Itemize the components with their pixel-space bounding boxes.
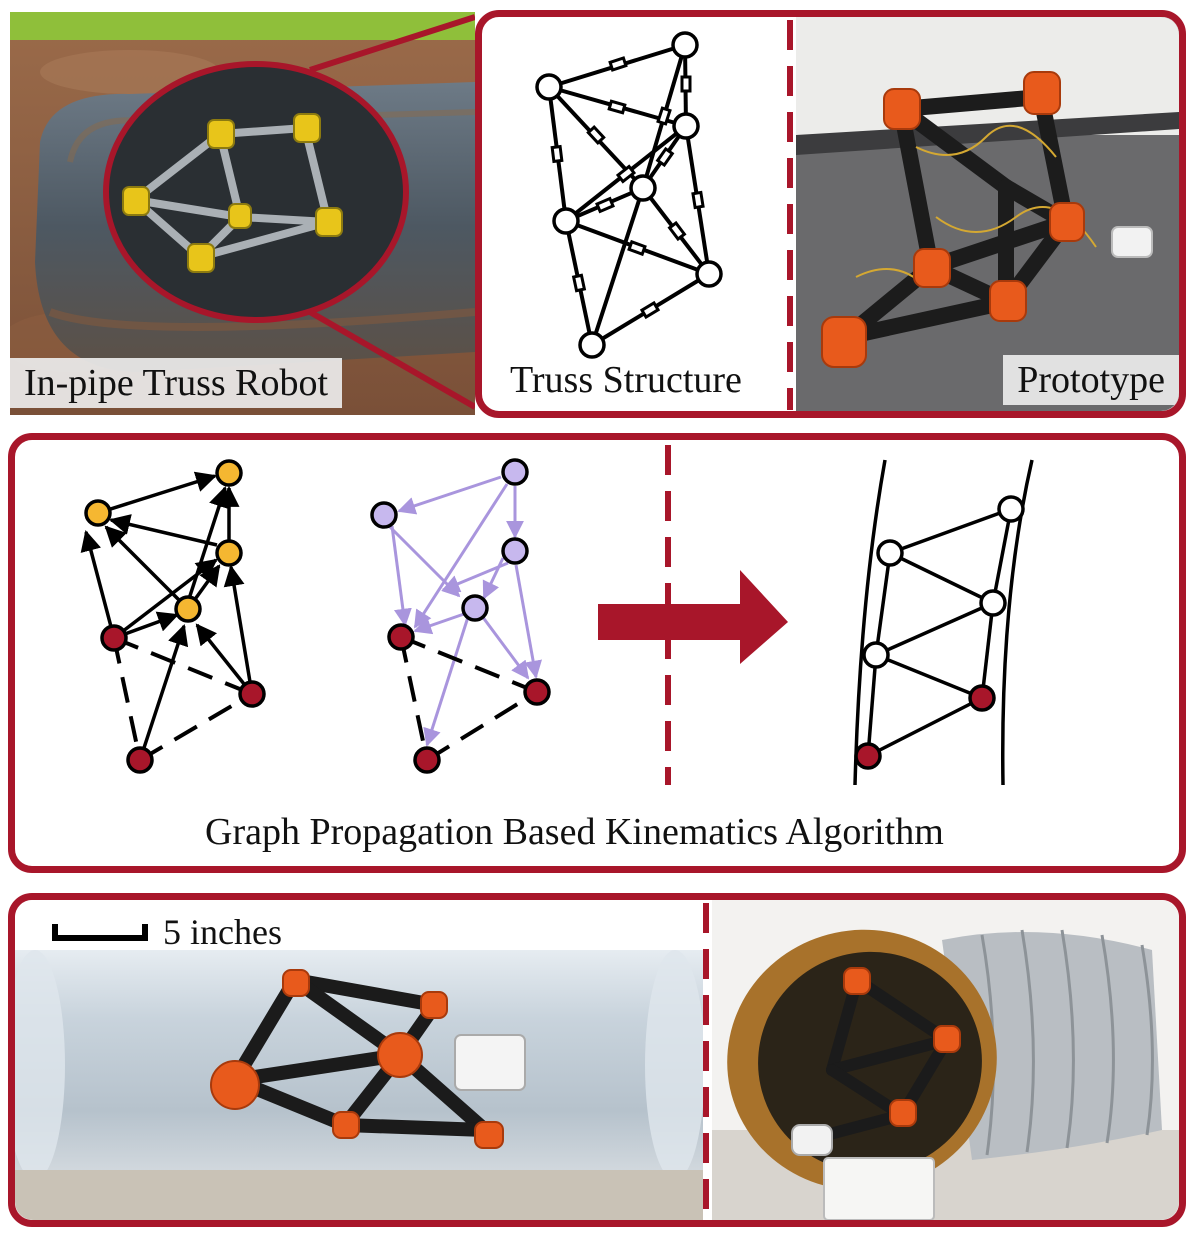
scale-bar: [52, 924, 148, 941]
clear-pipe-illustration: [15, 900, 703, 1220]
duct-photo: [712, 900, 1179, 1220]
algorithm-frame: [8, 433, 1186, 873]
in-pipe-robot-label: In-pipe Truss Robot: [10, 358, 343, 408]
bottom-frame: [8, 893, 1186, 1227]
duct-illustration: [712, 900, 1179, 1220]
top-frame: [475, 10, 1186, 418]
truss-structure-label: Truss Structure: [510, 359, 742, 401]
prototype-photo: Prototype: [796, 17, 1179, 411]
in-pipe-robot-illustration: [10, 12, 475, 415]
prototype-robot-illustration: [796, 17, 1179, 411]
algorithm-caption: Graph Propagation Based Kinematics Algor…: [205, 811, 944, 853]
in-pipe-robot-photo: In-pipe Truss Robot: [10, 12, 475, 415]
prototype-label: Prototype: [1003, 355, 1179, 405]
clear-pipe-photo: 5 inches: [15, 900, 703, 1220]
scale-label: 5 inches: [163, 912, 282, 952]
